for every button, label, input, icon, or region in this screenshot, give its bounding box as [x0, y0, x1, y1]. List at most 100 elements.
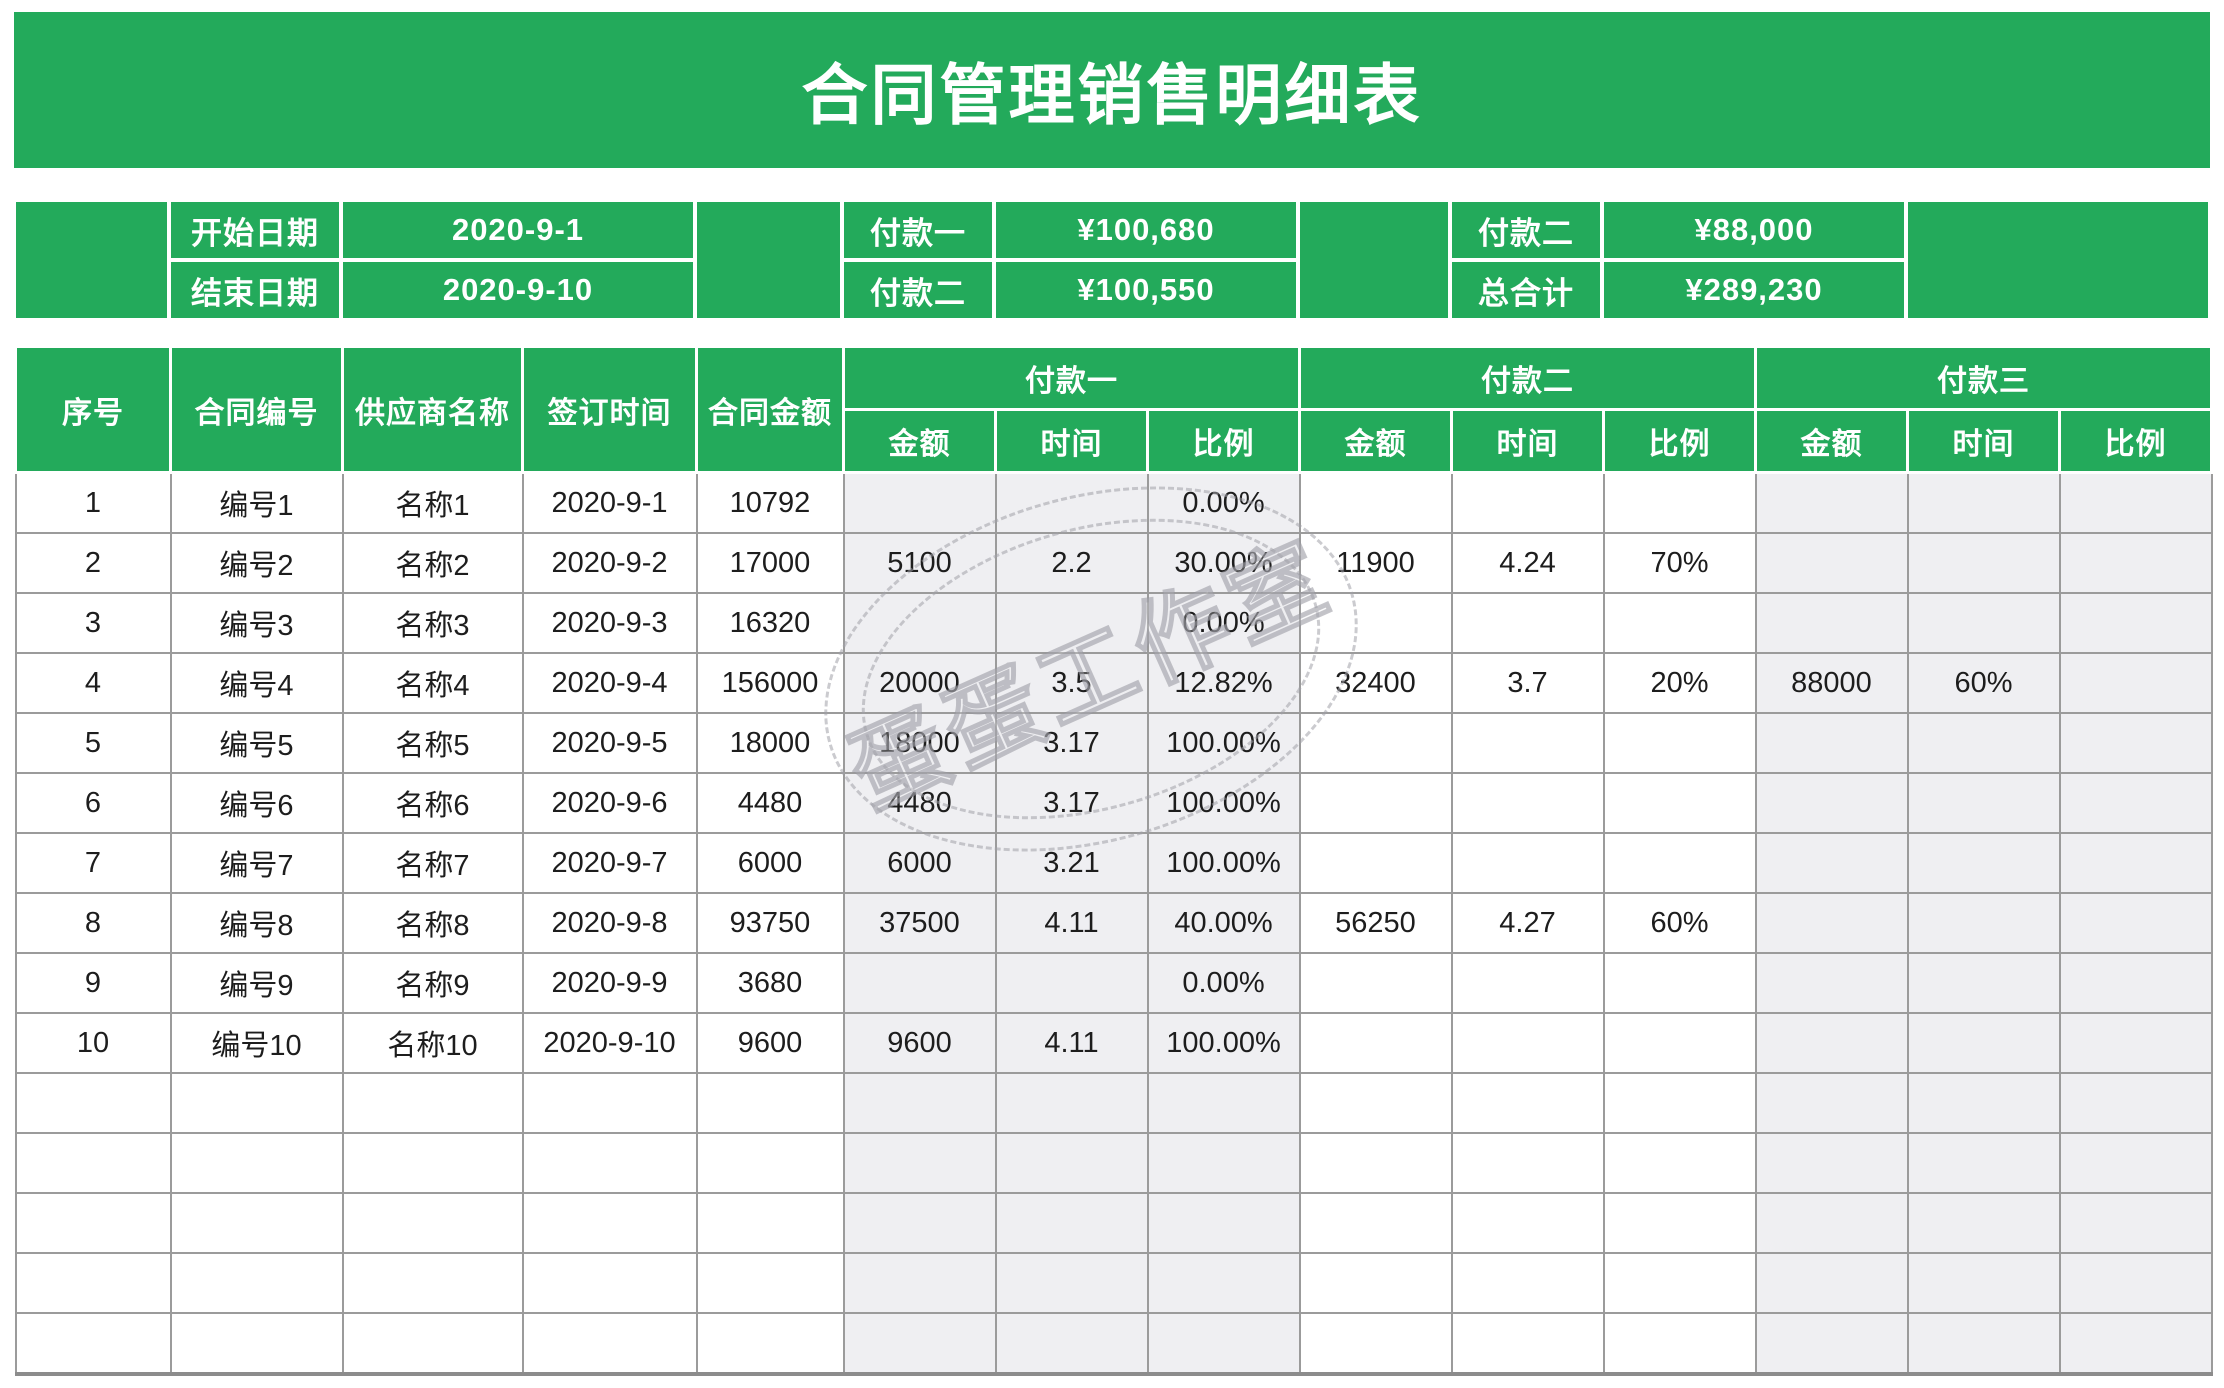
cell-p1-time	[994, 1072, 1149, 1134]
cell-p2-amount	[1298, 1252, 1453, 1314]
cell-amount	[695, 1192, 845, 1254]
cell-p2-amount	[1298, 952, 1453, 1014]
cell-amount: 93750	[695, 892, 845, 954]
cell-p1-ratio	[1146, 1132, 1301, 1194]
cell-p1-amount	[842, 1192, 997, 1254]
cell-p3-time	[1906, 772, 2061, 834]
cell-p3-amount	[1754, 1192, 1909, 1254]
cell-p3-time	[1906, 952, 2061, 1014]
cell-contract	[169, 1252, 344, 1314]
cell-p2-amount	[1298, 1312, 1453, 1376]
cell-p2-ratio	[1602, 772, 1757, 834]
table-row: 6 编号6 名称6 2020-9-6 4480 4480 3.17 100.00%	[14, 772, 2213, 834]
cell-p3-time	[1906, 532, 2061, 594]
cell-p3-time	[1906, 1252, 2061, 1314]
cell-date: 2020-9-6	[521, 772, 698, 834]
cell-p2-time	[1450, 1192, 1605, 1254]
cell-p1-time	[994, 1192, 1149, 1254]
cell-p2-amount: 56250	[1298, 892, 1453, 954]
cell-supplier: 名称5	[341, 712, 524, 774]
cell-p3-time: 60%	[1906, 652, 2061, 714]
cell-p2-ratio	[1602, 471, 1757, 534]
header-supplier: 供应商名称	[341, 345, 524, 474]
header-p1-amount: 金额	[842, 408, 997, 474]
grand-total-value: ¥289,230	[1602, 260, 1906, 320]
cell-contract: 编号3	[169, 592, 344, 654]
header-p3-amount: 金额	[1754, 408, 1909, 474]
cell-date	[521, 1312, 698, 1376]
cell-p1-time	[994, 471, 1149, 534]
cell-date: 2020-9-3	[521, 592, 698, 654]
cell-date: 2020-9-5	[521, 712, 698, 774]
cell-p3-ratio	[2058, 1072, 2213, 1134]
cell-contract: 编号1	[169, 471, 344, 534]
cell-supplier: 名称2	[341, 532, 524, 594]
cell-supplier	[341, 1132, 524, 1194]
cell-p2-time: 4.27	[1450, 892, 1605, 954]
cell-p2-time: 4.24	[1450, 532, 1605, 594]
cell-p3-amount	[1754, 1072, 1909, 1134]
table-row: 7 编号7 名称7 2020-9-7 6000 6000 3.21 100.00%	[14, 832, 2213, 894]
header-p1-time: 时间	[994, 408, 1149, 474]
cell-p2-time	[1450, 952, 1605, 1014]
header-p2-ratio: 比例	[1602, 408, 1757, 474]
cell-supplier: 名称9	[341, 952, 524, 1014]
cell-amount: 10792	[695, 471, 845, 534]
cell-no	[14, 1132, 172, 1194]
cell-p1-amount	[842, 1132, 997, 1194]
header-p2-amount: 金额	[1298, 408, 1453, 474]
payment2-total-label: 付款二	[842, 260, 994, 320]
cell-p1-ratio	[1146, 1312, 1301, 1376]
cell-p1-ratio	[1146, 1252, 1301, 1314]
cell-p2-amount: 32400	[1298, 652, 1453, 714]
payment3-total-label: 付款二	[1450, 200, 1602, 260]
title-band: 合同管理销售明细表	[14, 12, 2210, 168]
cell-p1-amount	[842, 1252, 997, 1314]
cell-supplier	[341, 1252, 524, 1314]
cell-p1-amount	[842, 471, 997, 534]
cell-p1-time	[994, 1252, 1149, 1314]
cell-p1-ratio	[1146, 1072, 1301, 1134]
cell-date	[521, 1132, 698, 1194]
cell-p1-amount: 9600	[842, 1012, 997, 1074]
cell-p3-ratio	[2058, 772, 2213, 834]
table-row: 5 编号5 名称5 2020-9-5 18000 18000 3.17 100.00%	[14, 712, 2213, 774]
cell-supplier	[341, 1192, 524, 1254]
cell-amount: 156000	[695, 652, 845, 714]
table-row: 8 编号8 名称8 2020-9-8 93750 37500 4.11 40.00% 56250…	[14, 892, 2213, 954]
cell-p3-ratio	[2058, 1312, 2213, 1376]
cell-amount	[695, 1072, 845, 1134]
header-contract-amount: 合同金额	[695, 345, 845, 474]
cell-p3-time	[1906, 1192, 2061, 1254]
summary-spacer-mid1	[695, 200, 842, 320]
table-row: 1 编号1 名称1 2020-9-1 10792 0.00%	[14, 471, 2213, 534]
header-p2-time: 时间	[1450, 408, 1605, 474]
cell-p2-amount	[1298, 471, 1453, 534]
cell-p1-time	[994, 1132, 1149, 1194]
cell-p2-amount	[1298, 1192, 1453, 1254]
cell-no: 6	[14, 772, 172, 834]
cell-p1-ratio: 0.00%	[1146, 471, 1301, 534]
cell-amount	[695, 1132, 845, 1194]
cell-p3-ratio	[2058, 1252, 2213, 1314]
cell-p1-amount: 4480	[842, 772, 997, 834]
cell-no: 10	[14, 1012, 172, 1074]
cell-p2-time	[1450, 832, 1605, 894]
cell-contract	[169, 1132, 344, 1194]
table-row: 3 编号3 名称3 2020-9-3 16320 0.00%	[14, 592, 2213, 654]
cell-contract: 编号10	[169, 1012, 344, 1074]
cell-contract: 编号8	[169, 892, 344, 954]
cell-p3-ratio	[2058, 652, 2213, 714]
cell-p2-ratio: 70%	[1602, 532, 1757, 594]
cell-p3-ratio	[2058, 592, 2213, 654]
cell-date	[521, 1072, 698, 1134]
summary-spacer-left	[14, 200, 169, 320]
cell-p2-time: 3.7	[1450, 652, 1605, 714]
cell-no: 2	[14, 532, 172, 594]
cell-amount: 18000	[695, 712, 845, 774]
cell-p3-time	[1906, 1072, 2061, 1134]
header-no: 序号	[14, 345, 172, 474]
grand-total-label: 总合计	[1450, 260, 1602, 320]
table-row-empty	[14, 1072, 2213, 1134]
cell-p3-ratio	[2058, 832, 2213, 894]
